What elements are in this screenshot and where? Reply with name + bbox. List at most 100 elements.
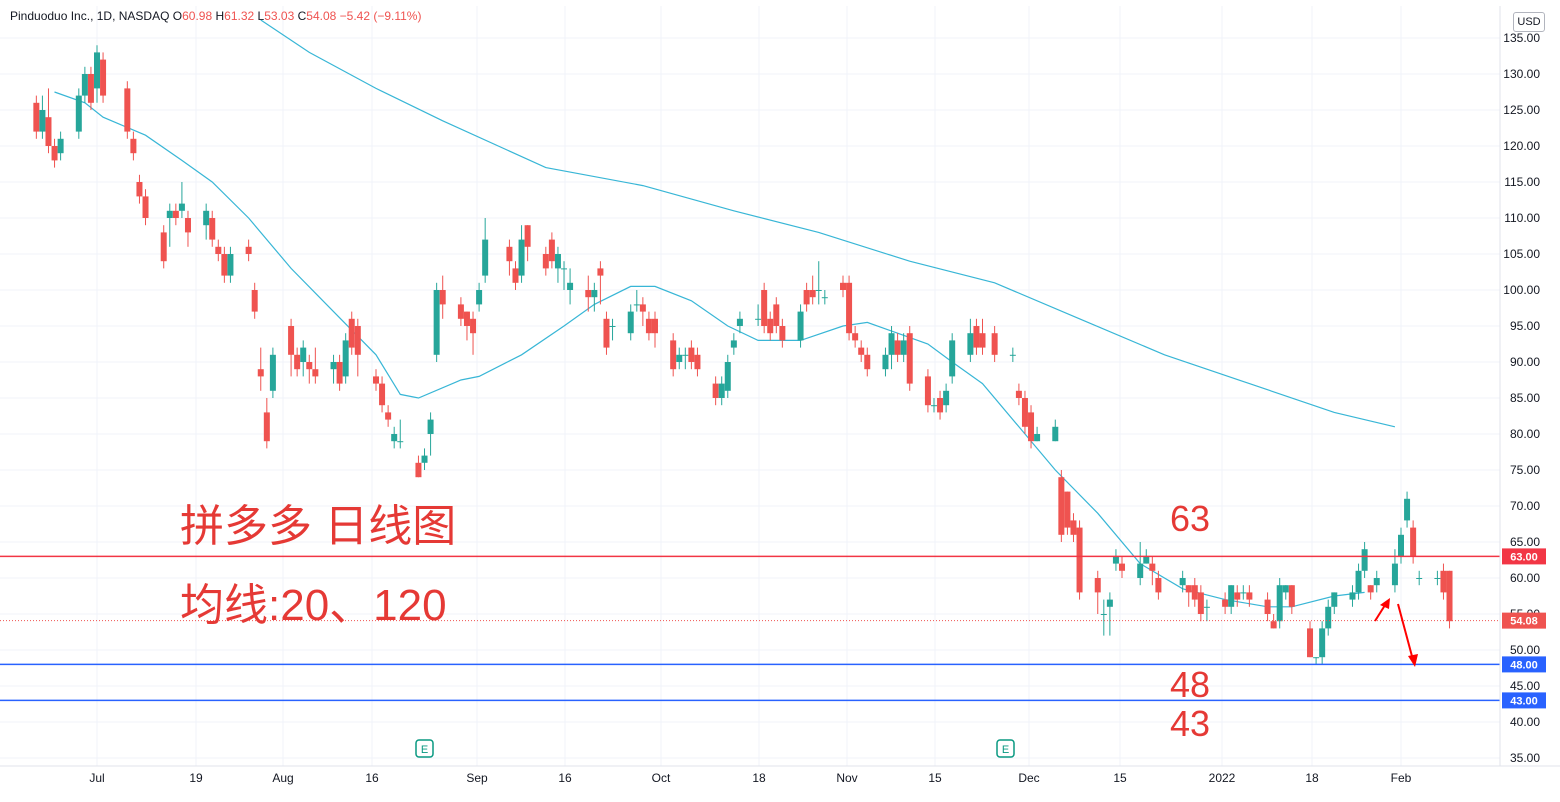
candle xyxy=(227,246,234,283)
candle-body xyxy=(718,383,725,398)
candle xyxy=(1052,419,1059,442)
candle xyxy=(803,282,810,312)
candle-body xyxy=(900,340,907,355)
horizontal-levels xyxy=(0,555,1500,702)
candle-body xyxy=(670,340,677,370)
candle-body xyxy=(809,290,816,298)
candle-body xyxy=(567,282,574,290)
candle xyxy=(130,131,137,161)
symbol-name: Pinduoduo Inc., 1D, NASDAQ xyxy=(10,9,170,23)
candle-body xyxy=(1064,491,1071,528)
candle-body xyxy=(215,246,222,254)
price-axis-label: 50.00 xyxy=(1510,643,1540,657)
candle-body xyxy=(937,398,944,413)
candle xyxy=(979,318,986,355)
candle xyxy=(1325,599,1332,636)
candle xyxy=(1137,542,1144,586)
time-axis-label: 16 xyxy=(365,771,379,785)
candle-body xyxy=(1398,534,1404,557)
candle xyxy=(1076,520,1083,600)
time-axis-label: 18 xyxy=(1305,771,1319,785)
candle xyxy=(591,282,598,312)
candle xyxy=(815,261,822,305)
time-axis-label: Jul xyxy=(89,771,104,785)
candle xyxy=(773,297,780,334)
candle xyxy=(354,318,361,377)
candle xyxy=(1155,570,1162,600)
candle xyxy=(930,398,937,413)
candle xyxy=(184,210,191,247)
candle-body xyxy=(288,326,295,355)
candle-body xyxy=(1052,426,1059,442)
candle-body xyxy=(1276,585,1283,622)
candle-body xyxy=(554,254,561,269)
candle-body xyxy=(773,304,780,326)
candle-body xyxy=(1410,527,1417,557)
candle xyxy=(967,318,974,362)
candle xyxy=(336,354,343,391)
candle xyxy=(561,261,568,290)
price-axis-label: 40.00 xyxy=(1510,715,1540,729)
price-axis-label: 125.00 xyxy=(1503,103,1540,117)
candle xyxy=(288,318,295,377)
time-axis-label: Dec xyxy=(1018,771,1039,785)
candle xyxy=(603,311,610,355)
change-value: −5.42 (−9.11%) xyxy=(339,9,422,23)
candle xyxy=(906,326,913,391)
candle xyxy=(554,246,561,283)
candle xyxy=(160,225,167,269)
price-axis-label: 110.00 xyxy=(1504,211,1540,225)
candle-body xyxy=(330,362,337,370)
annotation-level-43: 43 xyxy=(1170,703,1210,744)
candle xyxy=(1307,621,1314,658)
candle-body xyxy=(251,290,258,312)
candle xyxy=(57,131,64,161)
candle xyxy=(736,311,743,334)
candle-body xyxy=(846,282,853,334)
candle-body xyxy=(94,52,100,89)
candle xyxy=(645,311,652,341)
candle xyxy=(1240,585,1247,600)
candle xyxy=(1349,585,1356,607)
candle-body xyxy=(585,290,592,298)
time-axis-label: Sep xyxy=(466,771,488,785)
price-axis-label: 60.00 xyxy=(1510,571,1540,585)
candle-body xyxy=(1282,585,1289,593)
earnings-marker[interactable]: E xyxy=(996,739,1015,758)
candle xyxy=(1191,578,1198,607)
earnings-marker[interactable]: E xyxy=(415,739,434,758)
price-axis-label: 135.00 xyxy=(1503,31,1540,45)
candle xyxy=(1398,527,1404,564)
candle-body xyxy=(348,318,355,348)
candle xyxy=(651,311,658,348)
candle xyxy=(1064,491,1071,535)
candle xyxy=(379,376,386,413)
candle-body xyxy=(476,290,483,305)
candle-body xyxy=(1185,585,1192,593)
candle-body xyxy=(1367,585,1374,593)
candle xyxy=(730,333,737,355)
candle xyxy=(585,275,592,312)
candle xyxy=(609,318,616,341)
close-label: C xyxy=(297,9,307,23)
candle xyxy=(1094,570,1101,614)
candle-body xyxy=(172,210,179,218)
candle xyxy=(1319,621,1326,665)
candle-body xyxy=(75,95,82,132)
price-axis-label: 105.00 xyxy=(1503,247,1540,261)
candle-body xyxy=(803,290,810,305)
candle-body xyxy=(178,203,185,211)
candle-body xyxy=(463,311,470,326)
candle xyxy=(136,174,143,204)
candle-body xyxy=(1149,563,1156,571)
candle-body xyxy=(227,254,234,276)
candle-body xyxy=(372,376,379,384)
candle-body xyxy=(257,369,264,377)
price-axis-label: 70.00 xyxy=(1510,499,1540,513)
currency-button[interactable]: USD xyxy=(1513,12,1545,32)
candle xyxy=(676,347,683,370)
last-price-label-text: 54.08 xyxy=(1510,616,1538,628)
candle-body xyxy=(1179,578,1186,586)
